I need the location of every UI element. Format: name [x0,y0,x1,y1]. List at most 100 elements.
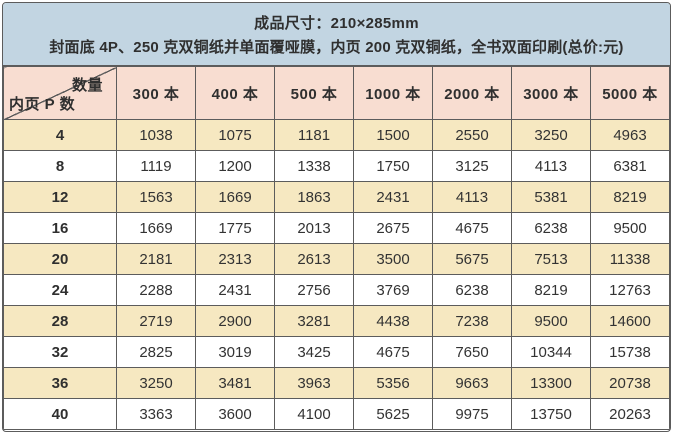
row-header-pages: 24 [3,274,117,306]
paper-spec-line: 封面底 4P、250 克双铜纸并单面覆哑膜，内页 200 克双铜纸，全书双面印刷… [49,38,624,56]
table-row: 40 3363 3600 4100 5625 9975 13750 20263 [3,398,670,430]
price-cell: 15738 [590,336,670,368]
price-cell: 1200 [195,150,275,182]
price-cell: 3019 [195,336,275,368]
table-row: 20 2181 2313 2613 3500 5675 7513 11338 [3,243,670,275]
column-header: 3000 本 [511,66,591,120]
price-cell: 3250 [116,367,196,399]
table-row: 24 2288 2431 2756 3769 6238 8219 12763 [3,274,670,306]
row-header-pages: 28 [3,305,117,337]
column-header: 1000 本 [353,66,433,120]
price-cell: 3250 [511,119,591,151]
table-row: 28 2719 2900 3281 4438 7238 9500 14600 [3,305,670,337]
price-cell: 2431 [353,181,433,213]
table-row: 36 3250 3481 3963 5356 9663 13300 20738 [3,367,670,399]
price-cell: 4438 [353,305,433,337]
row-header-pages: 8 [3,150,117,182]
price-cell: 3425 [274,336,354,368]
column-header: 400 本 [195,66,275,120]
price-cell: 4963 [590,119,670,151]
price-cell: 14600 [590,305,670,337]
corner-label-quantity: 数量 [71,77,103,94]
price-cell: 2313 [195,243,275,275]
price-cell: 4675 [432,212,512,244]
product-size-line: 成品尺寸：210×285mm [254,14,419,32]
column-header: 300 本 [116,66,196,120]
price-cell: 7513 [511,243,591,275]
price-cell: 4113 [432,181,512,213]
table-row: 4 1038 1075 1181 1500 2550 3250 4963 [3,119,670,151]
table-row: 16 1669 1775 2013 2675 4675 6238 9500 [3,212,670,244]
row-header-pages: 36 [3,367,117,399]
price-cell: 13300 [511,367,591,399]
price-cell: 3600 [195,398,275,430]
price-table: 数量 内页 P 数 300 本 400 本 500 本 1000 本 2000 本 300… [3,66,670,430]
price-cell: 9500 [590,212,670,244]
price-cell: 5381 [511,181,591,213]
row-header-pages: 32 [3,336,117,368]
price-cell: 7238 [432,305,512,337]
price-cell: 3500 [353,243,433,275]
row-header-pages: 20 [3,243,117,275]
price-cell: 2719 [116,305,196,337]
price-cell: 5675 [432,243,512,275]
price-cell: 20738 [590,367,670,399]
column-header: 5000 本 [590,66,670,120]
price-cell: 8219 [511,274,591,306]
price-cell: 2181 [116,243,196,275]
price-cell: 1119 [116,150,196,182]
table-row: 32 2825 3019 3425 4675 7650 10344 15738 [3,336,670,368]
price-cell: 3125 [432,150,512,182]
price-cell: 13750 [511,398,591,430]
price-cell: 6238 [511,212,591,244]
price-cell: 3281 [274,305,354,337]
price-cell: 5625 [353,398,433,430]
price-cell: 9663 [432,367,512,399]
price-cell: 11338 [590,243,670,275]
table-row: 8 1119 1200 1338 1750 3125 4113 6381 [3,150,670,182]
price-cell: 12763 [590,274,670,306]
price-cell: 1075 [195,119,275,151]
price-cell: 7650 [432,336,512,368]
price-cell: 1775 [195,212,275,244]
row-header-pages: 40 [3,398,117,430]
price-cell: 8219 [590,181,670,213]
price-cell: 6381 [590,150,670,182]
price-cell: 2550 [432,119,512,151]
price-cell: 1181 [274,119,354,151]
price-cell: 3963 [274,367,354,399]
table-title-header: 成品尺寸：210×285mm 封面底 4P、250 克双铜纸并单面覆哑膜，内页 … [3,3,670,66]
price-cell: 1669 [195,181,275,213]
price-cell: 6238 [432,274,512,306]
price-cell: 4100 [274,398,354,430]
price-cell: 2288 [116,274,196,306]
column-header-row: 数量 内页 P 数 300 本 400 本 500 本 1000 本 2000 本 300… [3,66,670,120]
price-cell: 2613 [274,243,354,275]
price-cell: 1500 [353,119,433,151]
price-cell: 9975 [432,398,512,430]
row-header-pages: 12 [3,181,117,213]
price-cell: 2900 [195,305,275,337]
price-cell: 3769 [353,274,433,306]
price-cell: 1669 [116,212,196,244]
price-cell: 4113 [511,150,591,182]
corner-label-pages: 内页 P 数 [9,96,76,113]
row-header-pages: 4 [3,119,117,151]
table-row: 12 1563 1669 1863 2431 4113 5381 8219 [3,181,670,213]
price-cell: 20263 [590,398,670,430]
price-cell: 2431 [195,274,275,306]
price-cell: 10344 [511,336,591,368]
price-cell: 2013 [274,212,354,244]
column-header: 2000 本 [432,66,512,120]
price-cell: 2756 [274,274,354,306]
price-cell: 3481 [195,367,275,399]
corner-cell: 数量 内页 P 数 [3,66,117,120]
price-cell: 2825 [116,336,196,368]
price-cell: 1863 [274,181,354,213]
price-cell: 2675 [353,212,433,244]
price-cell: 1038 [116,119,196,151]
price-cell: 1338 [274,150,354,182]
price-cell: 1750 [353,150,433,182]
column-header: 500 本 [274,66,354,120]
